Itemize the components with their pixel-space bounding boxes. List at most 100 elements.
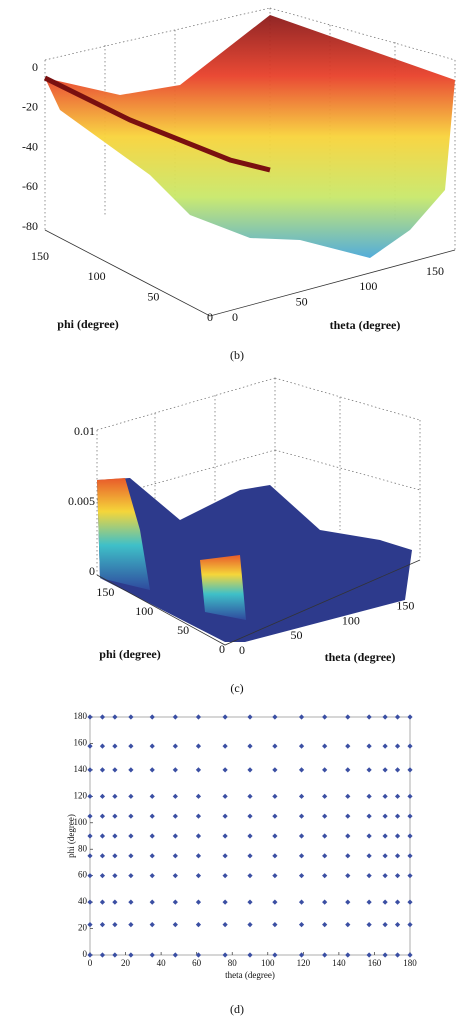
point (298, 714, 305, 720)
point (195, 833, 202, 839)
point (128, 899, 134, 905)
point (298, 813, 305, 819)
y-tick-label: 100 (74, 817, 88, 827)
point (149, 793, 155, 799)
y-tick-label: 150 (96, 585, 114, 599)
y-tick-label: 100 (135, 604, 153, 618)
point (112, 793, 118, 799)
point (322, 853, 328, 859)
point (112, 833, 118, 839)
point (149, 853, 155, 859)
point (222, 921, 228, 928)
point (149, 921, 155, 928)
point (407, 899, 413, 905)
point (149, 899, 155, 905)
x-tick-label: 0 (232, 310, 238, 324)
point (128, 813, 134, 819)
point (407, 767, 413, 773)
point (382, 793, 388, 799)
point (247, 743, 253, 749)
point (298, 793, 305, 799)
point (128, 853, 134, 859)
point (128, 714, 134, 720)
point (149, 714, 155, 720)
point (222, 793, 228, 799)
point (298, 899, 305, 905)
y-tick-label: 180 (74, 711, 88, 721)
point (345, 793, 351, 799)
point (272, 952, 278, 958)
point (345, 853, 351, 859)
point (407, 743, 413, 749)
z-tick-label: -60 (22, 179, 38, 193)
point (247, 714, 253, 720)
x-tick-label: 100 (261, 958, 275, 968)
point (149, 833, 155, 839)
point (149, 743, 155, 749)
point (247, 813, 253, 819)
y-tick-label: 160 (74, 738, 88, 748)
point (322, 813, 328, 819)
point (394, 714, 401, 720)
y-tick-label: 0 (207, 310, 213, 324)
point (366, 743, 372, 749)
point (322, 833, 328, 839)
point (99, 767, 106, 773)
point (345, 833, 351, 839)
y-axis-label: phi (degree) (66, 814, 76, 858)
point (128, 873, 134, 879)
point (99, 899, 106, 905)
point (298, 921, 305, 928)
point (298, 833, 305, 839)
point (222, 743, 228, 749)
point (322, 873, 328, 879)
point (272, 921, 278, 928)
point (366, 767, 372, 773)
x-axis-label: theta (degree) (330, 318, 401, 332)
point (99, 952, 106, 958)
point (272, 714, 278, 720)
point (172, 921, 178, 928)
x-axis-label: theta (degree) (325, 650, 396, 664)
point (247, 952, 253, 958)
z-tick-label: 0 (32, 60, 38, 74)
x-tick-label: 0 (239, 643, 245, 657)
caption: (b) (230, 348, 244, 362)
point (195, 793, 202, 799)
point (382, 921, 388, 928)
y-axis-label: phi (degree) (99, 647, 160, 661)
point (382, 853, 388, 859)
point (366, 952, 372, 958)
point (366, 873, 372, 879)
point (345, 813, 351, 819)
point (322, 767, 328, 773)
point (247, 767, 253, 773)
point (382, 873, 388, 879)
x-tick-label: 50 (290, 628, 302, 642)
point (222, 714, 228, 720)
y-tick-label: 40 (78, 896, 88, 906)
point (394, 793, 401, 799)
point (172, 833, 178, 839)
point (345, 921, 351, 928)
point (172, 899, 178, 905)
point (99, 813, 106, 819)
point (394, 853, 401, 859)
y-tick-label: 140 (74, 764, 88, 774)
point (407, 833, 413, 839)
z-tick-label: 0.005 (68, 494, 95, 508)
point (322, 793, 328, 799)
point (382, 952, 388, 958)
point (99, 793, 106, 799)
point (382, 899, 388, 905)
point (247, 833, 253, 839)
point (345, 743, 351, 749)
point (407, 921, 413, 928)
point (99, 873, 106, 879)
point (172, 952, 178, 958)
point (222, 873, 228, 879)
point (87, 853, 93, 859)
x-tick-label: 0 (88, 958, 93, 968)
y-tick-label: 0 (219, 642, 225, 656)
point (247, 899, 253, 905)
